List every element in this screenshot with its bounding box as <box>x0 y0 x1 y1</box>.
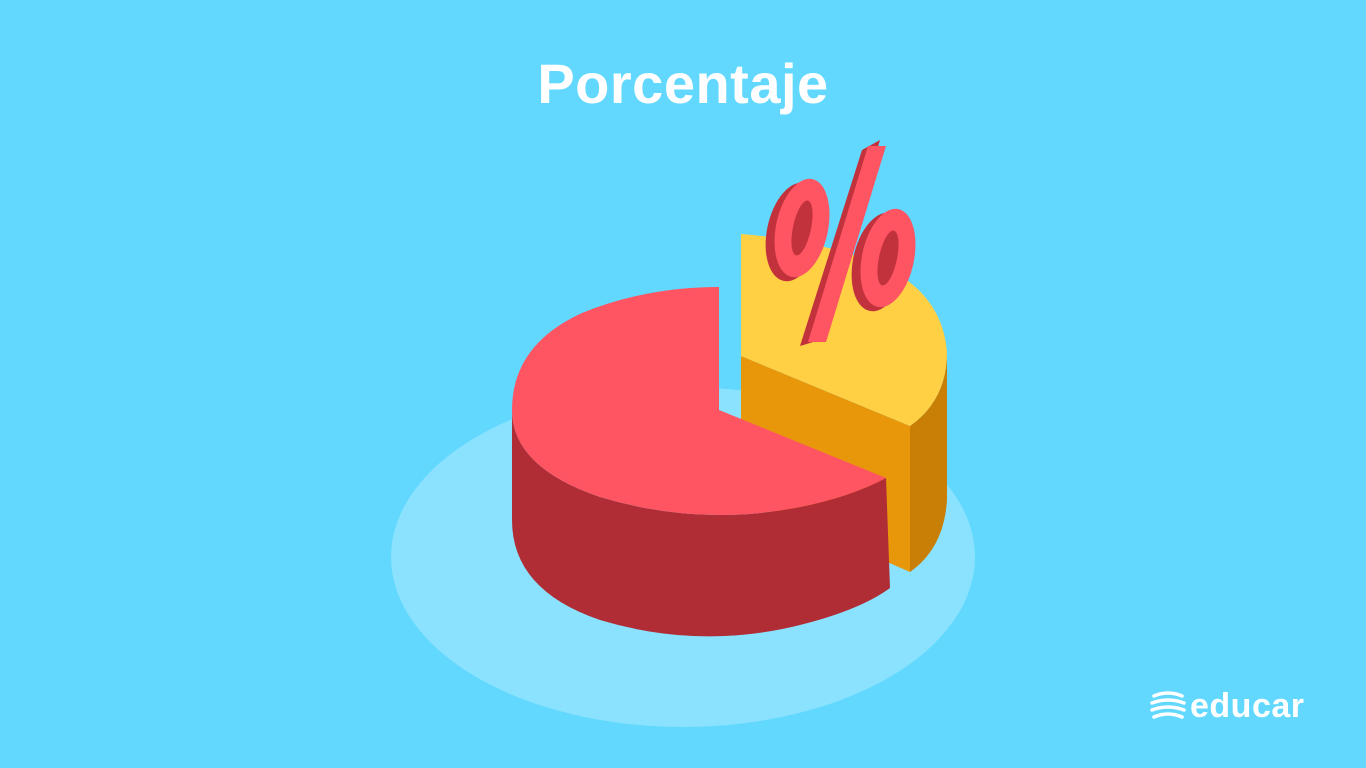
page-title: Porcentaje <box>537 52 829 115</box>
percent-icon <box>765 140 916 346</box>
brand-name: educar <box>1190 687 1305 725</box>
red-slice-top <box>512 287 886 515</box>
red-slice-side <box>512 410 890 637</box>
educar-brand[interactable]: educar <box>1148 684 1318 728</box>
yellow-slice-outer-side <box>910 352 947 572</box>
educar-logo-icon <box>1150 691 1186 719</box>
